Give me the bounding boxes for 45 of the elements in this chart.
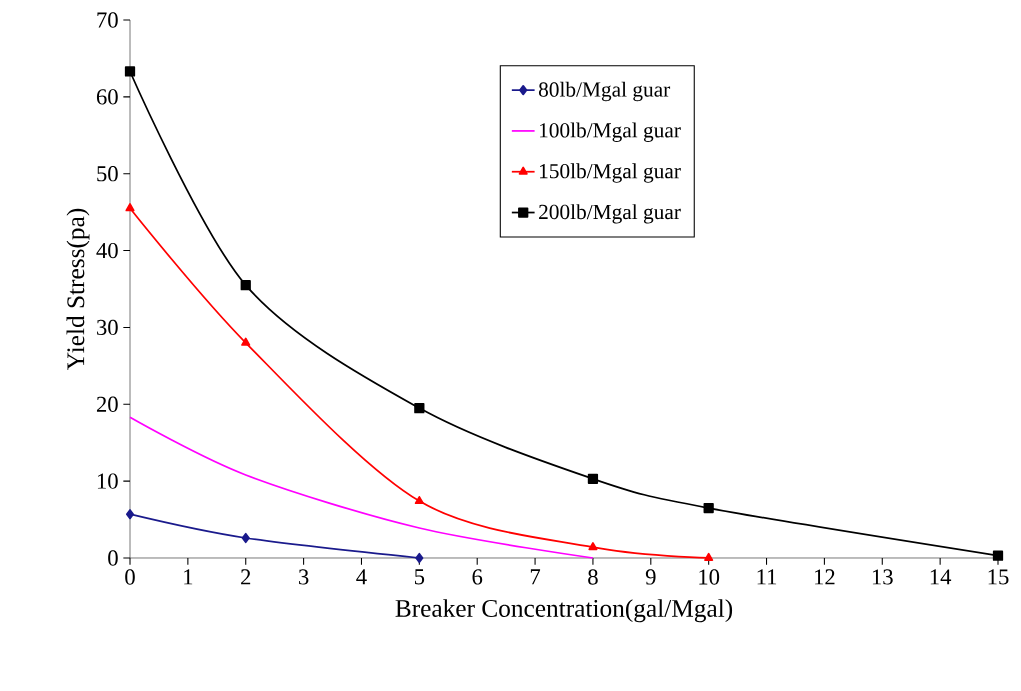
- point: [588, 542, 598, 551]
- x-tick-label: 1: [184, 569, 193, 585]
- y-tick-label: 0: [108, 550, 118, 566]
- x-tick-label: 13: [872, 569, 893, 585]
- x-tick-label: 8: [588, 569, 598, 585]
- y-tick-label: 50: [97, 166, 118, 182]
- x-tick-label: 5: [414, 569, 425, 585]
- point: [124, 66, 136, 77]
- point: [587, 473, 599, 484]
- y-tick-label: 20: [96, 396, 118, 412]
- y-tick-label: 70: [97, 12, 118, 28]
- point: [415, 552, 424, 564]
- legend-label: 150lb/Mgal guar: [540, 163, 681, 183]
- point: [125, 509, 135, 520]
- x-tick-label: 14: [930, 569, 952, 585]
- line-series: [129, 416, 594, 559]
- x-tick-label: 15: [988, 569, 1009, 585]
- x-tick-label: 3: [299, 569, 309, 585]
- x-tick-label: 12: [815, 569, 835, 585]
- point: [241, 337, 251, 346]
- point: [414, 402, 425, 414]
- point: [704, 552, 714, 561]
- x-tick-label: 7: [530, 569, 541, 585]
- point: [414, 495, 424, 505]
- y-tick-label: 40: [96, 242, 118, 259]
- x-tick-label: 6: [472, 569, 483, 585]
- y-tick-label: 10: [97, 473, 118, 489]
- y-tick-label: 60: [96, 89, 118, 105]
- point: [240, 280, 251, 291]
- legend-label: 80lb/Mgal guar: [538, 81, 671, 102]
- x-tick-label: 4: [356, 569, 367, 585]
- x-tick-label: 11: [757, 569, 777, 585]
- legend-label: 200lb/Mgal guar: [539, 204, 681, 224]
- x-tick-label: 2: [241, 569, 251, 585]
- y-axis-title: Yield Stress(pa): [66, 208, 90, 370]
- point: [992, 550, 1004, 561]
- x-tick-label: 10: [699, 569, 720, 585]
- y-tick-label: 30: [97, 319, 118, 336]
- x-tick-label: 9: [645, 569, 656, 585]
- point: [241, 532, 250, 544]
- legend-label: 100lb/Mgal guar: [540, 122, 681, 142]
- x-tick-label: 0: [125, 569, 135, 585]
- point: [125, 203, 135, 212]
- point: [703, 502, 714, 514]
- x-axis-title: Breaker Concentration(gal/Mgal): [395, 599, 733, 623]
